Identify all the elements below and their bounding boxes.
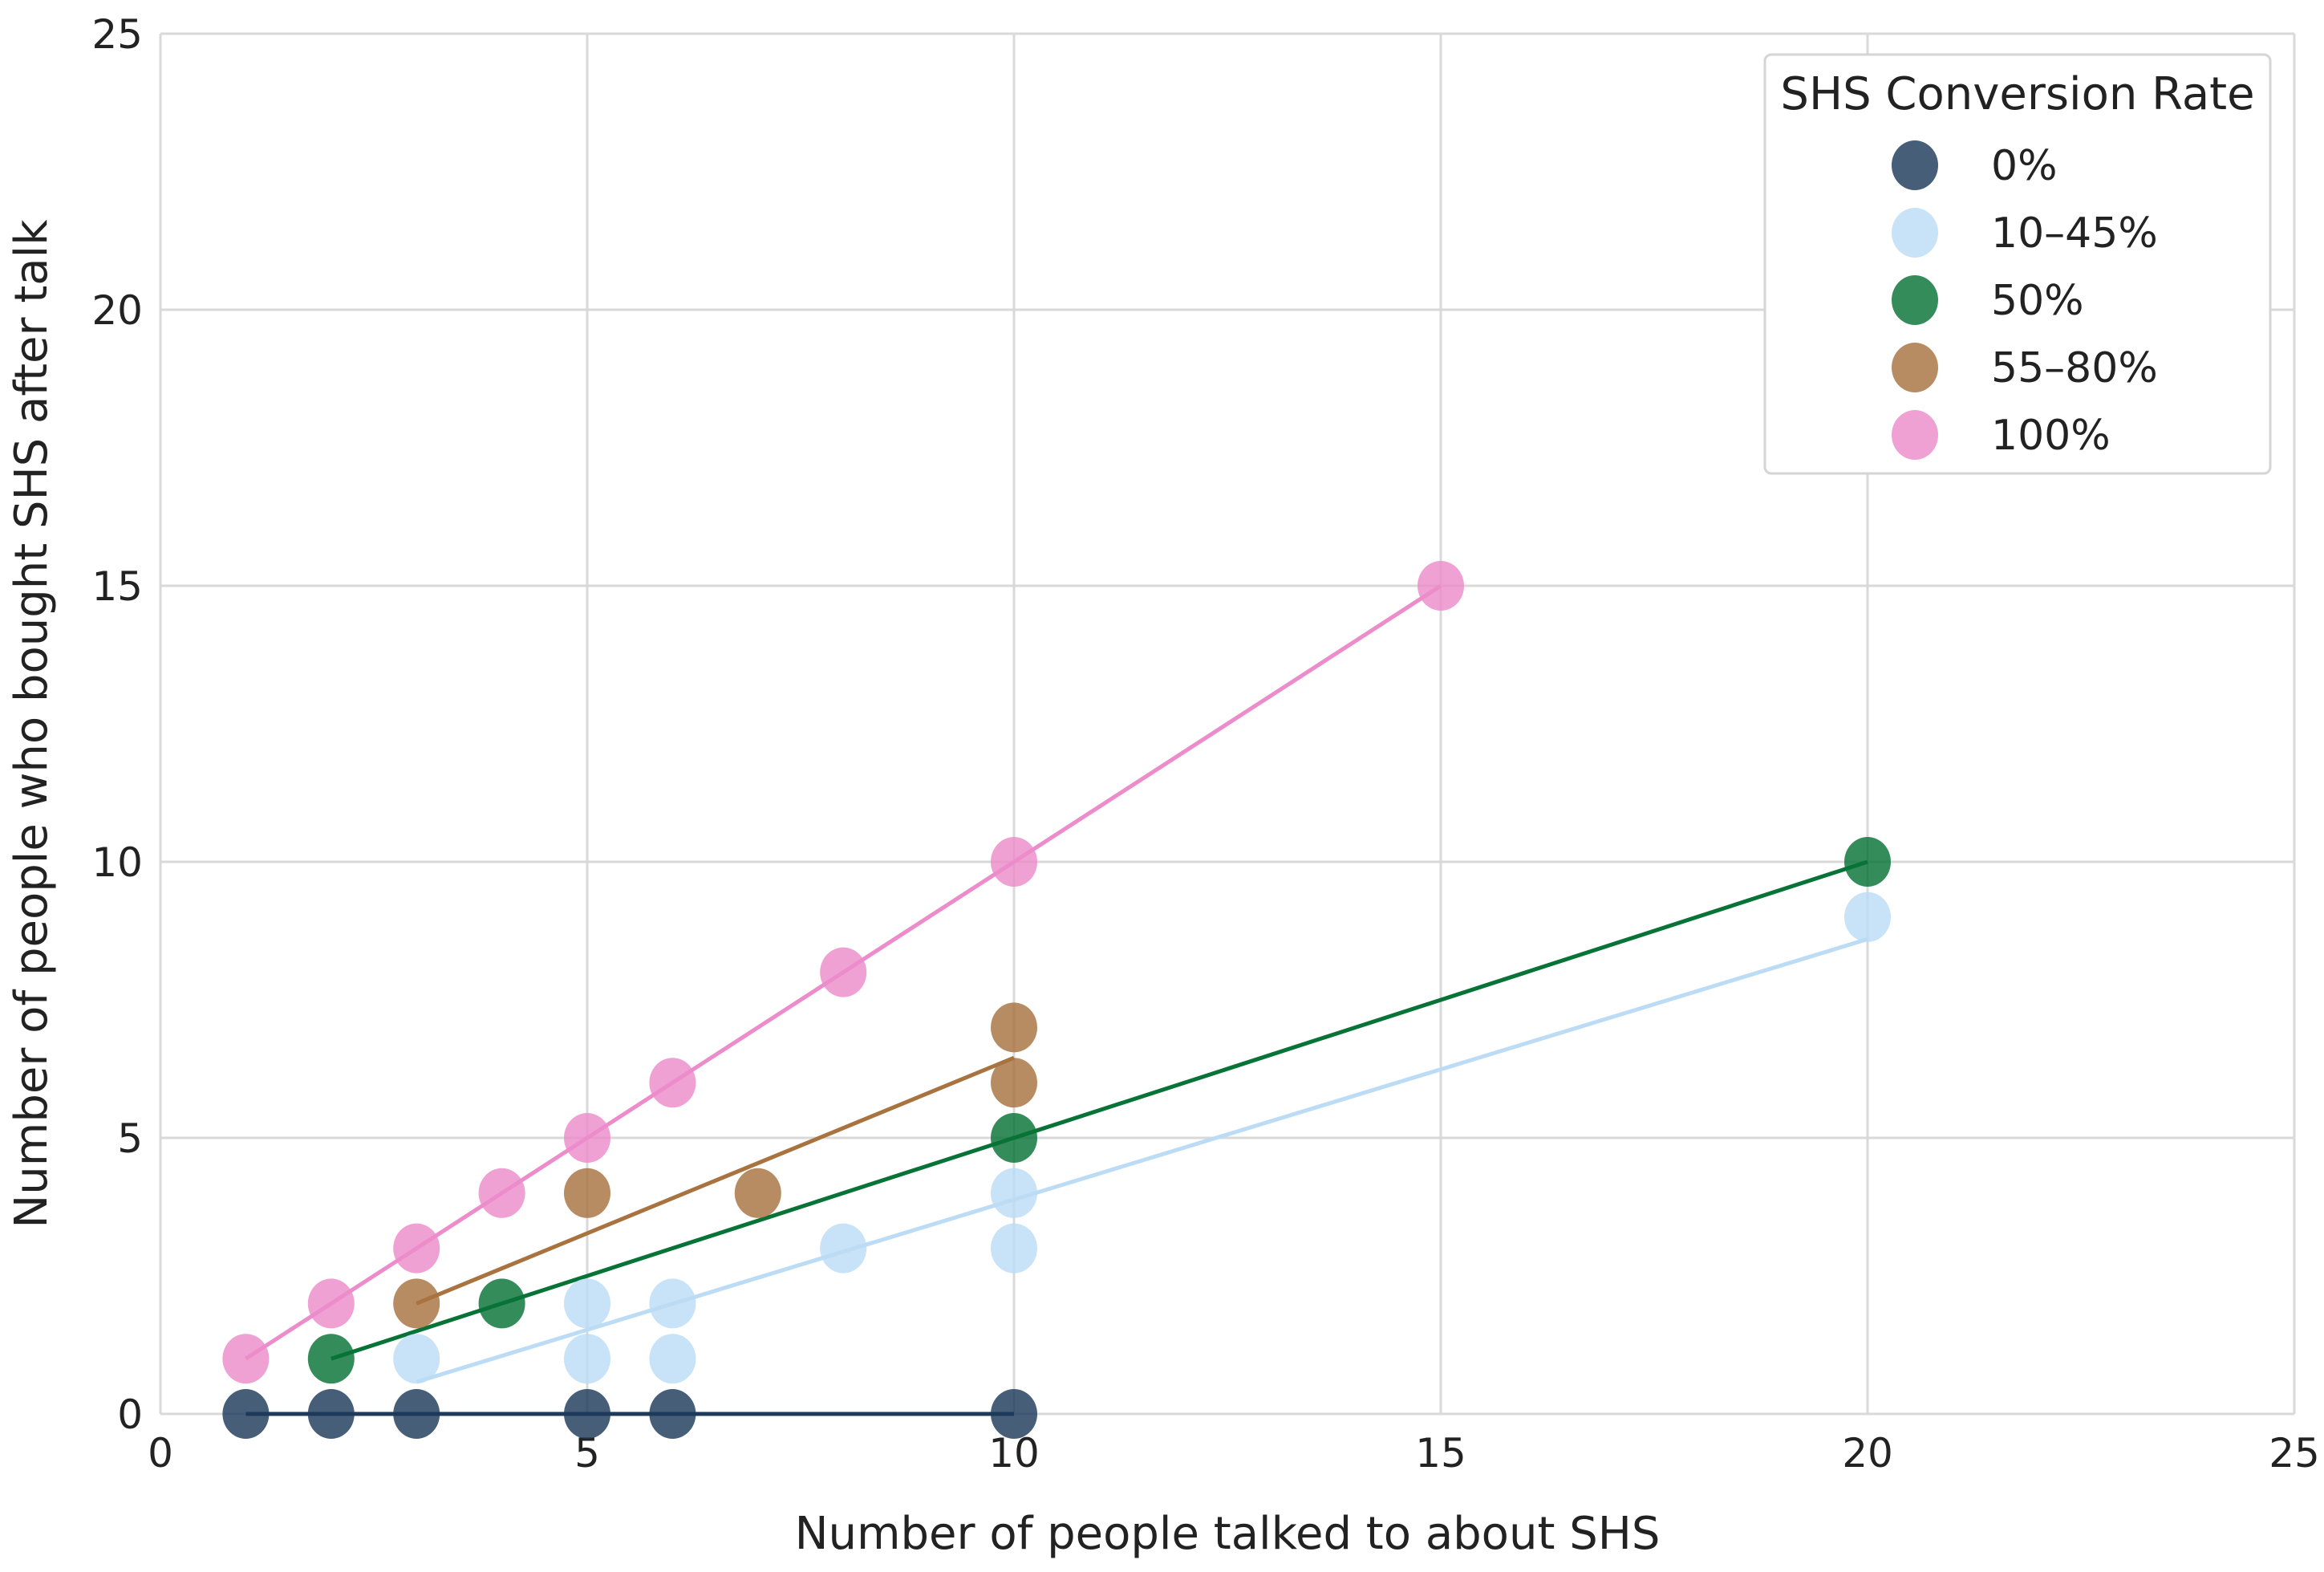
y-tick-label: 5 <box>117 1115 143 1162</box>
legend-box <box>1763 53 2272 475</box>
legend-marker-50 <box>1892 275 1938 325</box>
x-tick-label: 20 <box>1842 1430 1893 1477</box>
point-55-80 <box>393 1278 440 1329</box>
legend-marker-100 <box>1892 410 1938 460</box>
legend-marker-0 <box>1892 140 1938 190</box>
point-10-45 <box>649 1278 696 1329</box>
point-0 <box>564 1389 610 1439</box>
point-100 <box>307 1278 355 1329</box>
point-100 <box>1418 561 1464 611</box>
legend: SHS Conversion Rate 0% 10–45% 50% 55–80% 100… <box>1763 53 2272 475</box>
point-0 <box>393 1389 440 1439</box>
y-tick-label: 0 <box>117 1391 143 1438</box>
legend-title: SHS Conversion Rate <box>1780 68 2254 120</box>
point-100 <box>478 1168 525 1218</box>
point-55-80 <box>991 1002 1037 1053</box>
point-10-45 <box>991 1168 1037 1218</box>
legend-label-0: 0% <box>1991 142 2058 190</box>
y-tick-label: 20 <box>91 287 143 334</box>
trend-line-55-80 <box>416 1055 1015 1306</box>
point-55-80 <box>734 1168 781 1218</box>
point-10-45 <box>649 1334 696 1384</box>
point-0 <box>991 1389 1037 1439</box>
legend-label-55-80: 55–80% <box>1991 344 2158 392</box>
x-tick-label: 0 <box>148 1430 173 1477</box>
legend-items: 0% 10–45% 50% 55–80% 100% <box>1892 140 2158 460</box>
point-0 <box>307 1389 355 1439</box>
y-axis-label: Number of people who bought SHS after ta… <box>6 219 58 1229</box>
point-10-45 <box>991 1223 1037 1273</box>
point-50 <box>307 1334 355 1384</box>
point-50 <box>478 1278 525 1329</box>
point-55-80 <box>991 1058 1037 1108</box>
point-100 <box>564 1113 610 1163</box>
y-tick-label: 10 <box>91 839 143 886</box>
point-10-45 <box>820 1223 867 1273</box>
x-axis-label: Number of people talked to about SHS <box>795 1508 1661 1560</box>
point-100 <box>649 1058 696 1108</box>
y-tick-label: 25 <box>91 11 143 58</box>
x-tick-label: 15 <box>1415 1430 1466 1477</box>
point-55-80 <box>564 1168 610 1218</box>
point-0 <box>222 1389 270 1439</box>
legend-label-50: 50% <box>1991 277 2084 325</box>
point-10-45 <box>393 1334 440 1384</box>
point-100 <box>820 947 867 997</box>
point-100 <box>991 837 1037 887</box>
point-10-45 <box>564 1278 610 1329</box>
point-10-45 <box>1844 892 1891 942</box>
point-50 <box>1844 837 1891 887</box>
point-100 <box>393 1223 440 1273</box>
x-tick-label: 25 <box>2269 1430 2320 1477</box>
point-10-45 <box>564 1334 610 1384</box>
legend-marker-55-80 <box>1892 343 1938 392</box>
trend-line-50 <box>331 859 1868 1361</box>
legend-label-100: 100% <box>1991 412 2111 460</box>
data-points <box>222 561 1891 1439</box>
legend-marker-10-45 <box>1892 208 1938 258</box>
legend-label-10-45: 10–45% <box>1991 209 2158 258</box>
y-tick-label: 15 <box>91 563 143 610</box>
point-50 <box>991 1113 1037 1163</box>
point-100 <box>222 1334 270 1384</box>
point-0 <box>649 1389 696 1439</box>
